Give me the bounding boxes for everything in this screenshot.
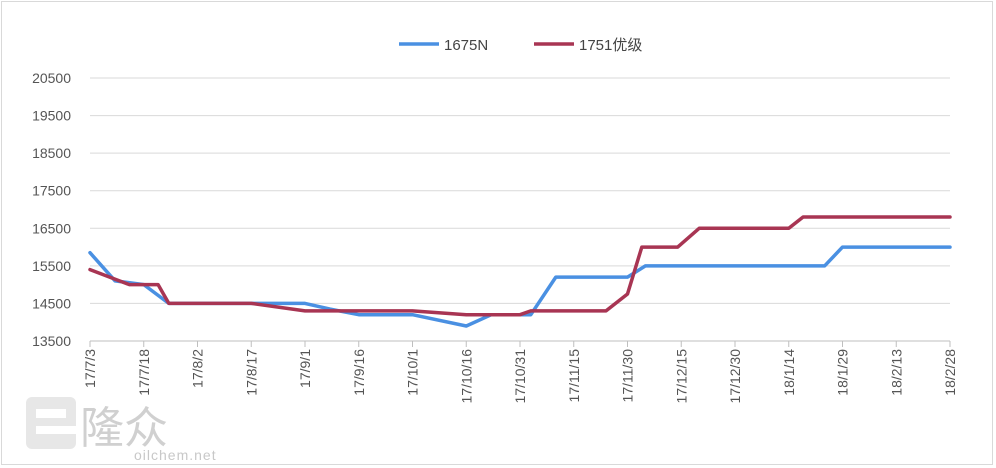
watermark-url: oilchem.net bbox=[134, 447, 217, 463]
y-tick-label: 19500 bbox=[32, 108, 71, 124]
y-tick-label: 16500 bbox=[32, 220, 71, 236]
x-tick-label: 18/2/13 bbox=[888, 349, 904, 396]
y-tick-label: 15500 bbox=[32, 258, 71, 274]
x-tick-label: 17/8/2 bbox=[190, 349, 206, 388]
watermark-brand: 隆众 bbox=[80, 403, 168, 454]
x-tick-label: 18/1/29 bbox=[835, 349, 851, 396]
y-tick-label: 17500 bbox=[32, 183, 71, 199]
x-tick-label: 17/12/15 bbox=[673, 349, 689, 404]
legend: 1675N 1751优级 bbox=[399, 37, 642, 54]
y-axis: 13500 14500 15500 16500 17500 18500 19500 20500 bbox=[32, 70, 71, 349]
series-group bbox=[88, 215, 952, 328]
legend-label: 1675N bbox=[444, 37, 488, 54]
x-axis: 17/7/3 17/7/18 17/8/2 17/8/17 17/9/1 17/9/16 1… bbox=[82, 340, 958, 404]
x-tick-label: 17/10/1 bbox=[405, 349, 421, 396]
x-tick-label: 17/8/17 bbox=[243, 349, 259, 396]
x-tick-label: 17/9/1 bbox=[297, 349, 313, 388]
series-line bbox=[88, 215, 952, 317]
watermark-logo: 隆众 oilchem.net bbox=[26, 397, 217, 463]
y-tick-label: 13500 bbox=[32, 333, 71, 349]
x-tick-label: 17/11/30 bbox=[620, 349, 636, 403]
x-tick-label: 17/12/30 bbox=[727, 349, 743, 404]
y-tick-label: 14500 bbox=[32, 295, 71, 311]
x-tick-label: 17/7/18 bbox=[136, 349, 152, 396]
y-tick-label: 18500 bbox=[32, 145, 71, 161]
x-tick-label: 17/7/3 bbox=[82, 349, 98, 388]
y-tick-label: 20500 bbox=[32, 70, 71, 86]
grid bbox=[90, 77, 950, 304]
x-tick-label: 18/2/28 bbox=[942, 349, 958, 396]
legend-label: 1751优级 bbox=[579, 37, 642, 54]
x-tick-label: 18/1/14 bbox=[781, 349, 797, 396]
x-tick-label: 17/11/15 bbox=[566, 349, 582, 403]
x-tick-label: 17/10/31 bbox=[512, 349, 528, 404]
x-tick-label: 17/10/16 bbox=[458, 349, 474, 404]
x-tick-label: 17/9/16 bbox=[351, 349, 367, 396]
